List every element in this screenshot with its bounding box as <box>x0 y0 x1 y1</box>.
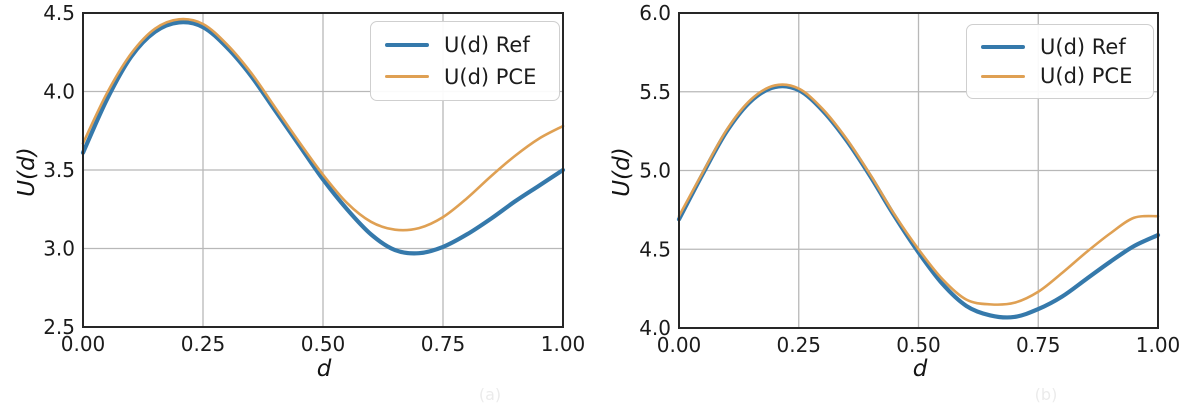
y-tick-label: 3.0 <box>43 237 75 261</box>
x-tick-label: 0.75 <box>1016 333 1061 357</box>
subcaption-a: (a) <box>478 385 502 404</box>
y-tick-label: 4.0 <box>639 316 671 340</box>
ref-line-swatch-icon <box>385 43 429 48</box>
plot-spines <box>678 12 1159 329</box>
y-tick-label: 5.5 <box>639 80 671 104</box>
y-tick-label: 3.5 <box>43 158 75 182</box>
y-tick-label: 5.0 <box>639 159 671 183</box>
legend-entry-ref: U(d) Ref <box>385 33 545 57</box>
y-tick-label: 2.5 <box>43 315 75 339</box>
right-x-axis-label: d <box>912 356 928 382</box>
x-tick-label: 0.75 <box>421 332 466 356</box>
right-y-axis-label: U(d) <box>609 147 635 197</box>
subcaption-b: (b) <box>1034 385 1058 404</box>
series-line-pce <box>81 17 565 232</box>
y-tick-label: 6.0 <box>639 1 671 25</box>
left-y-axis-label: U(d) <box>14 147 40 197</box>
legend-entry-pce: U(d) PCE <box>981 64 1139 88</box>
legend-label-pce: U(d) PCE <box>1040 64 1133 89</box>
x-tick-label: 0.00 <box>61 332 106 356</box>
pce-line-swatch-icon <box>981 74 1025 78</box>
x-tick-label: 1.00 <box>1136 333 1181 357</box>
x-tick-label: 0.25 <box>776 333 821 357</box>
x-tick-label: 0.50 <box>301 332 346 356</box>
left-x-axis-label: d <box>316 356 332 382</box>
legend-label-ref: U(d) Ref <box>444 33 530 58</box>
y-tick-label: 4.0 <box>43 80 75 104</box>
legend-entry-ref: U(d) Ref <box>981 35 1139 59</box>
legend-label-ref: U(d) Ref <box>1040 34 1126 59</box>
series-line-pce <box>677 83 1160 306</box>
legend-entry-pce: U(d) PCE <box>385 65 545 89</box>
plot-spines <box>82 12 564 328</box>
x-tick-label: 1.00 <box>541 332 586 356</box>
legend-label-pce: U(d) PCE <box>444 64 537 89</box>
x-tick-label: 0.00 <box>657 333 702 357</box>
ref-line-swatch-icon <box>981 44 1025 49</box>
x-tick-label: 0.50 <box>896 333 941 357</box>
y-tick-label: 4.5 <box>43 1 75 25</box>
x-tick-label: 0.25 <box>181 332 226 356</box>
left-legend: U(d) Ref U(d) PCE <box>370 21 560 101</box>
series-line-ref <box>80 20 566 256</box>
pce-line-swatch-icon <box>385 75 429 79</box>
y-tick-label: 4.5 <box>639 237 671 261</box>
right-legend: U(d) Ref U(d) PCE <box>966 24 1154 99</box>
